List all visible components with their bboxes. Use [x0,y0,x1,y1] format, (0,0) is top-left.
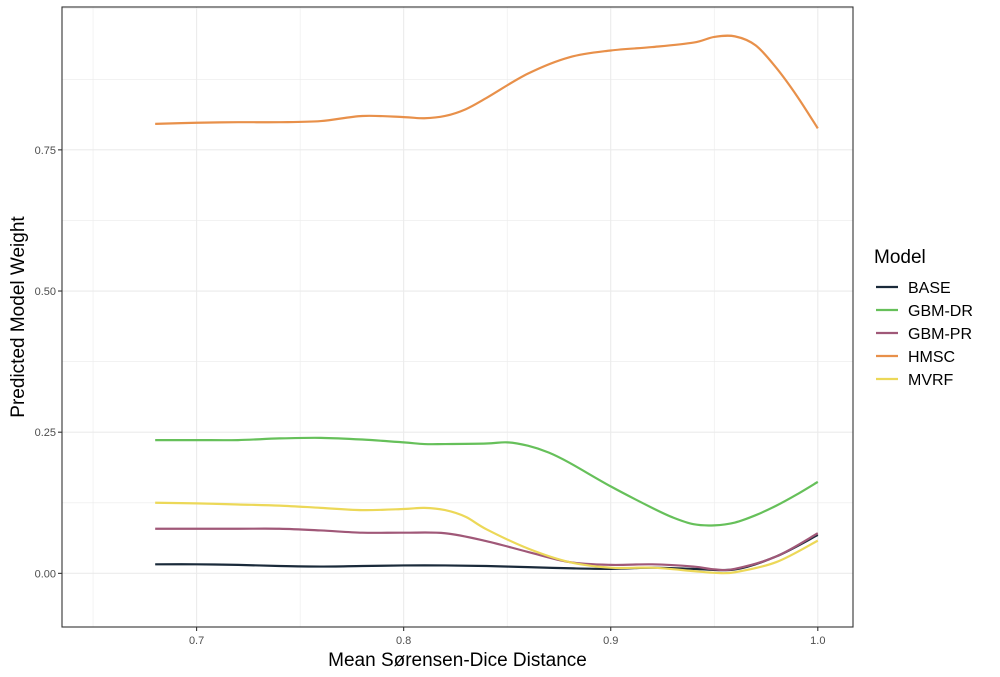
series-lines [155,34,819,575]
plot-panel-border [61,6,854,628]
series-line-gbm-dr [155,436,819,527]
legend: Model BASE GBM-DR GBM-PR HMSC MVRF [874,247,973,389]
x-axis-title: Mean Sørensen-Dice Distance [328,650,587,671]
y-tick-label: 0.75 [35,145,56,157]
x-tick-label: 0.8 [396,635,411,647]
series-line-base [155,533,819,572]
series-line-mvrf [155,501,819,575]
legend-items: BASE GBM-DR GBM-PR HMSC MVRF [876,280,973,389]
legend-label-base: BASE [908,280,951,297]
axis-ticks: 0.7 0.8 0.9 1.0 0.00 0.25 0.50 0.75 [35,145,826,647]
legend-label-gbm-dr: GBM-DR [908,303,973,320]
series-line-hmsc [155,34,819,129]
legend-label-hmsc: HMSC [908,349,955,366]
grid-lines [62,7,853,627]
x-tick-label: 0.9 [603,635,618,647]
legend-label-mvrf: MVRF [908,372,954,389]
y-tick-label: 0.00 [35,568,56,580]
y-tick-label: 0.25 [35,427,56,439]
y-tick-label: 0.50 [35,286,56,298]
series-line-gbm-pr [155,527,819,572]
x-tick-label: 1.0 [810,635,825,647]
legend-label-gbm-pr: GBM-PR [908,326,972,343]
y-axis-title: Predicted Model Weight [8,216,29,418]
x-tick-label: 0.7 [189,635,204,647]
legend-title: Model [874,247,926,268]
